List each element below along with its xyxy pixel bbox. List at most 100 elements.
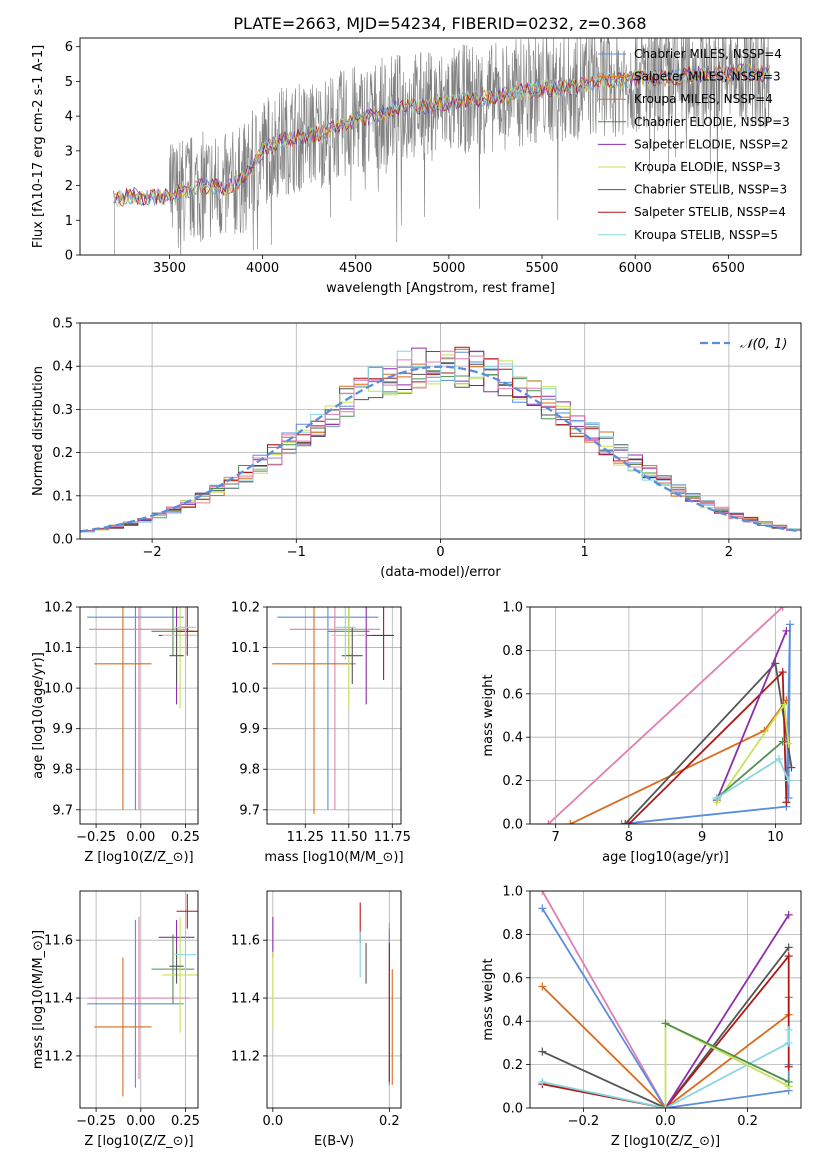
y-tick-label: 0.2 (502, 774, 523, 789)
model-spectrum-line (113, 63, 770, 207)
legend-label: Salpeter MILES, NSSP=3 (634, 70, 781, 84)
y-tick-label: 5 (65, 75, 73, 90)
x-tick-label: 10 (767, 830, 784, 845)
weight-series-line (665, 1022, 790, 1083)
y-axis-label: Flux [fλ10-17 erg cm-2 s-1 A-1] (31, 45, 46, 248)
x-tick-label: 0.25 (171, 1114, 200, 1129)
x-tick-label: 0.0 (262, 1114, 283, 1129)
mass_vs_EBV-panel (263, 891, 401, 1112)
x-tick-label: 0.0 (655, 1114, 676, 1129)
y-tick-label: 10.2 (231, 601, 260, 616)
x-tick-label: 0.2 (379, 1114, 400, 1129)
legend-label: Chabrier ELODIE, NSSP=3 (634, 115, 790, 129)
axes-frame (79, 890, 199, 1109)
weight-series-line (715, 630, 788, 801)
x-tick-label: −0.2 (568, 1114, 600, 1129)
weight-series-line (716, 757, 790, 799)
weight-series-line (628, 670, 788, 824)
y-tick-label: 10.1 (231, 641, 260, 656)
x-axis-label: Z [log10(Z/Z_⊙)] (611, 1134, 720, 1149)
y-tick-label: 0.6 (502, 687, 523, 702)
y-tick-label: 0.2 (502, 1058, 523, 1073)
y-tick-label: 0.4 (502, 731, 523, 746)
x-tick-label: 4000 (246, 261, 279, 276)
x-tick-label: 6500 (712, 261, 745, 276)
weight_vs_Z-marks (538, 891, 793, 1108)
legend-label: Kroupa MILES, NSSP=4 (634, 92, 773, 106)
y-axis-label: mass weight (481, 958, 496, 1040)
y-tick-label: 1.0 (502, 601, 523, 616)
legend-label: Chabrier STELIB, NSSP=3 (634, 183, 787, 197)
y-tick-label: 11.6 (44, 934, 73, 949)
legend-label: Kroupa STELIB, NSSP=5 (634, 228, 778, 242)
y-tick-label: 9.9 (239, 722, 260, 737)
legend-label: 𝒩(0, 1) (740, 337, 787, 352)
model-spectrum-line (113, 64, 770, 208)
weight-series-line (541, 946, 790, 1108)
axes-frame (79, 322, 802, 540)
x-tick-label: 0.00 (126, 830, 155, 845)
y-tick-label: 0.6 (502, 971, 523, 986)
data-spectrum-line (113, 38, 770, 255)
y-tick-label: 10.0 (231, 682, 260, 697)
x-tick-label: −0.25 (76, 1114, 116, 1129)
y-tick-label: 0.1 (52, 489, 73, 504)
axes-frame (266, 890, 402, 1109)
legend-label: Chabrier MILES, NSSP=4 (634, 47, 782, 61)
weight_vs_age-marks (544, 607, 796, 824)
weight_vs_Z-panel (526, 890, 801, 1112)
legend-label: Salpeter ELODIE, NSSP=2 (634, 137, 789, 151)
spectrum-marks (113, 38, 770, 255)
residuals-panel (76, 322, 801, 543)
legend-label: Kroupa ELODIE, NSSP=3 (634, 160, 781, 174)
age_vs_mass-marks (272, 607, 395, 814)
weight-series-line (621, 624, 791, 824)
normal-curve-line (80, 365, 801, 533)
x-tick-label: −0.25 (76, 830, 116, 845)
y-tick-label: 11.2 (231, 1049, 260, 1064)
weight-series-line (542, 1029, 790, 1108)
axes-frame (79, 606, 199, 825)
y-tick-label: 0.2 (52, 446, 73, 461)
y-tick-label: 1 (65, 214, 73, 229)
x-axis-label: E(B-V) (314, 1134, 354, 1149)
x-axis-label: mass [log10(M/M_⊙)] (264, 850, 403, 865)
y-tick-label: 0 (65, 249, 73, 264)
y-tick-label: 3 (65, 144, 73, 159)
x-axis-label: wavelength [Angstrom, rest frame] (326, 281, 555, 296)
y-tick-label: 0.3 (52, 403, 73, 418)
x-tick-label: 0.25 (171, 830, 200, 845)
y-tick-label: 9.7 (239, 803, 260, 818)
figure-title: PLATE=2663, MJD=54234, FIBERID=0232, z=0… (233, 14, 646, 33)
y-tick-label: 10.1 (44, 641, 73, 656)
x-tick-label: 4500 (339, 261, 372, 276)
x-tick-label: 0 (436, 545, 444, 560)
y-tick-label: 0.4 (502, 1015, 523, 1030)
weight-series-line (542, 953, 790, 1108)
age_vs_mass-panel (263, 606, 401, 828)
x-tick-label: 11.50 (330, 830, 367, 845)
x-axis-label: Z [log10(Z/Z_⊙)] (84, 1134, 193, 1149)
axes-frame (529, 890, 802, 1109)
residuals-marks (80, 346, 801, 535)
y-axis-label: age [log10(age/yr)] (31, 652, 46, 779)
y-axis-label: Normed distribution (31, 366, 46, 496)
y-tick-label: 11.6 (231, 934, 260, 949)
age_vs_Z-marks (87, 607, 198, 810)
y-tick-label: 10.2 (44, 601, 73, 616)
y-axis-label: mass weight (481, 674, 496, 756)
axes-frame (529, 606, 802, 825)
x-tick-label: 1 (581, 545, 589, 560)
weight-series-line (569, 699, 788, 824)
x-axis-label: age [log10(age/yr)] (602, 850, 729, 865)
x-axis-label: (data-model)/error (380, 565, 501, 580)
y-tick-label: 1.0 (502, 885, 523, 900)
x-tick-label: 11.75 (374, 830, 411, 845)
y-tick-label: 9.8 (52, 763, 73, 778)
weight-series-line (716, 740, 784, 799)
x-tick-label: 0.00 (126, 1114, 155, 1129)
x-tick-label: −2 (143, 545, 162, 560)
weight-series-line (547, 607, 784, 824)
x-tick-label: 6000 (619, 261, 652, 276)
